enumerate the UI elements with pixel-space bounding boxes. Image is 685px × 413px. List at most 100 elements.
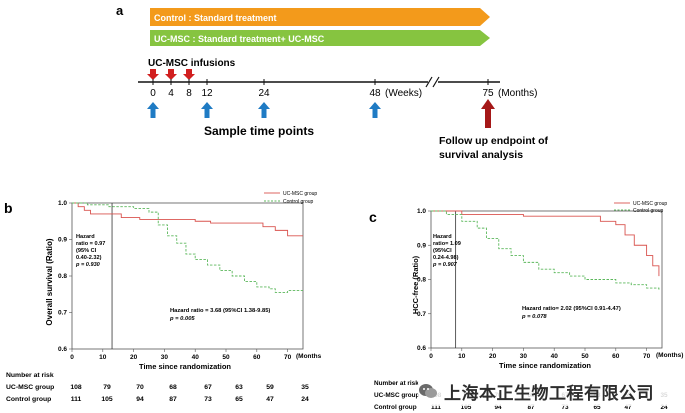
b-risk-cell-0-2: 70 xyxy=(136,384,144,391)
c-xtick-label-3: 30 xyxy=(520,353,528,360)
b-xtick-label-4: 40 xyxy=(192,354,200,361)
b-xtick-label-2: 20 xyxy=(130,354,138,361)
b-series-ucmsc xyxy=(72,202,303,237)
b-annotation-left: Hazard ratio = 0.97 (95% CI 0.40-2.32) p… xyxy=(75,234,105,268)
c-legend-ucmsc: UC-MSC group xyxy=(633,201,667,207)
b-ann-main-1: p = 0.005 xyxy=(169,316,195,322)
b-ann-left-1: ratio = 0.97 xyxy=(76,241,105,247)
c-x-ticks: 0 10 20 30 40 50 60 70 xyxy=(429,348,651,360)
months-unit: (Months) xyxy=(498,88,537,99)
b-legend-ucmsc: UC-MSC group xyxy=(283,191,317,197)
c-x-unit: (Months) xyxy=(656,352,683,359)
b-ann-left-2: (95% CI xyxy=(76,248,97,254)
endpoint-line-2: survival analysis xyxy=(439,149,523,161)
infusion-title: UC-MSC infusions xyxy=(148,58,236,69)
c-risk-cell-1-6: 47 xyxy=(624,404,632,411)
c-ytick-label-1: 0.7 xyxy=(417,311,426,318)
tick-75: 75 xyxy=(482,88,494,99)
c-xtick-label-5: 50 xyxy=(581,353,589,360)
c-legend: UC-MSC group Control group xyxy=(614,201,667,214)
panel-a: a Control : Standard treatment UC-MSC : … xyxy=(116,3,549,161)
b-legend-control: Control group xyxy=(283,199,314,205)
c-plot-frame xyxy=(430,210,663,349)
control-bar xyxy=(150,8,490,26)
b-risk-cell-1-5: 65 xyxy=(235,396,243,403)
b-risk-header: Number at risk xyxy=(6,372,54,379)
b-xtick-label-3: 30 xyxy=(161,354,169,361)
c-xtick-label-0: 0 xyxy=(429,353,433,360)
b-risk-cell-0-6: 59 xyxy=(266,384,274,391)
c-risk-cell-1-3: 87 xyxy=(527,404,535,411)
c-ytick-label-0: 0.6 xyxy=(417,345,426,352)
b-risk-cell-1-0: 111 xyxy=(71,396,82,403)
b-risk-cell-1-7: 24 xyxy=(301,396,309,403)
c-ann-left-2: (95%CI xyxy=(433,248,452,254)
timeline-break-1 xyxy=(425,76,433,88)
c-xtick-label-2: 20 xyxy=(489,353,497,360)
tick-4: 4 xyxy=(168,88,174,99)
tick-24: 24 xyxy=(258,88,270,99)
b-x-axis-label: Time since randomization xyxy=(139,362,231,371)
b-plot-frame xyxy=(71,202,304,350)
sample-arrow-24 xyxy=(258,102,270,118)
b-risk-cell-1-3: 87 xyxy=(169,396,177,403)
watermark-text: 上海本正生物工程有限公司 xyxy=(444,383,654,404)
b-y-axis-label: Overall survival (Ratio) xyxy=(45,238,54,325)
b-ann-left-4: p = 0.930 xyxy=(75,262,101,268)
c-ytick-label-3: 0.9 xyxy=(417,242,426,249)
wechat-like-icon xyxy=(418,381,438,401)
b-risk-cell-0-7: 35 xyxy=(301,384,309,391)
c-ytick-label-4: 1.0 xyxy=(417,208,426,215)
c-y-axis-label: HCC-free (Ratio) xyxy=(411,255,420,314)
b-x-ticks: 0 10 20 30 40 50 60 70 xyxy=(70,349,292,361)
b-risk-cell-1-1: 105 xyxy=(101,396,113,403)
b-risk-cell-0-3: 68 xyxy=(169,384,177,391)
b-risk-cell-1-2: 94 xyxy=(136,396,144,403)
tick-0: 0 xyxy=(150,88,156,99)
panel-b-label: b xyxy=(4,200,13,216)
b-ann-main-0: Hazard ratio = 3.68 (95%CI 1.38-9.85) xyxy=(170,308,270,314)
c-ann-left-3: 0.24-4.98) xyxy=(433,255,459,261)
c-series-ucmsc xyxy=(431,210,660,277)
b-risk-row-ucmsc-label: UC-MSC group xyxy=(6,384,54,391)
b-risk-cell-0-4: 67 xyxy=(204,384,212,391)
control-bar-label: Control : Standard treatment xyxy=(154,13,277,23)
b-risk-cell-1-6: 47 xyxy=(266,396,274,403)
c-annotation-left: Hazard ratio= 1.09 (95%CI 0.24-4.98) p =… xyxy=(432,234,461,268)
panel-c-label: c xyxy=(369,209,377,225)
sample-arrow-12 xyxy=(201,102,213,118)
panel-b: b Overall survival (Ratio) 0.6 0.7 0.8 0.9 1… xyxy=(4,191,322,403)
b-risk-cell-0-1: 79 xyxy=(103,384,111,391)
b-ann-left-3: 0.40-2.32) xyxy=(76,255,102,261)
b-series-control xyxy=(72,202,303,293)
b-ytick-label-0: 0.6 xyxy=(58,346,67,353)
infusion-arrow-4 xyxy=(165,69,177,80)
b-y-ticks: 0.6 0.7 0.8 0.9 1.0 xyxy=(58,200,72,353)
c-xtick-label-7: 70 xyxy=(643,353,651,360)
sample-arrow-48 xyxy=(369,102,381,118)
ucmsc-bar-label: UC-MSC : Standard treatment+ UC-MSC xyxy=(154,34,325,44)
b-risk-cell-1-4: 73 xyxy=(204,396,212,403)
c-risk-cell-1-7: 24 xyxy=(660,404,668,411)
timeline-break-2 xyxy=(432,76,440,88)
c-legend-control: Control group xyxy=(633,208,664,214)
b-ytick-label-1: 0.7 xyxy=(58,310,67,317)
b-risk-cell-0-0: 108 xyxy=(70,384,82,391)
sample-arrow-0 xyxy=(147,102,159,118)
ucmsc-bar xyxy=(150,30,490,46)
watermark: 上海本正生物工程有限公司 xyxy=(418,376,680,406)
c-x-axis-label: Time since randomization xyxy=(499,361,591,370)
b-xtick-label-6: 60 xyxy=(253,354,261,361)
c-xtick-label-4: 40 xyxy=(551,353,559,360)
b-xtick-label-7: 70 xyxy=(284,354,292,361)
c-risk-header: Number at risk xyxy=(374,380,419,387)
c-risk-cell-1-2: 94 xyxy=(494,404,502,411)
b-xtick-label-1: 10 xyxy=(99,354,107,361)
b-xtick-label-5: 50 xyxy=(222,354,230,361)
b-legend: UC-MSC group Control group xyxy=(264,191,317,205)
c-ann-left-4: p = 0.907 xyxy=(432,262,458,268)
c-ann-left-1: ratio= 1.09 xyxy=(433,241,461,247)
b-x-unit: (Months xyxy=(296,353,322,360)
timeline-labels: 0 4 8 12 24 48 75 xyxy=(150,88,494,99)
